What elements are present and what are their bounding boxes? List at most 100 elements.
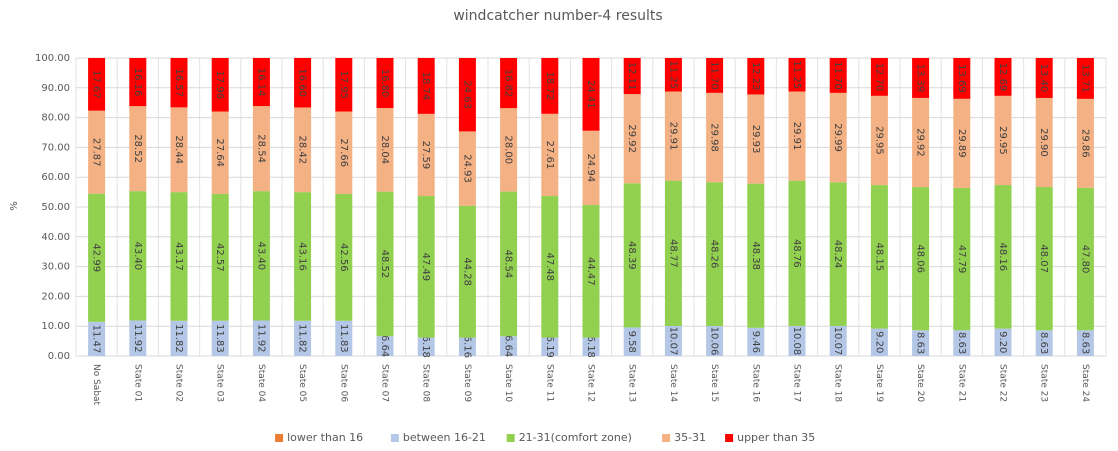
x-tick-label: State 04 [256, 364, 266, 402]
bar-segment [747, 58, 765, 95]
bar-segment [129, 58, 147, 107]
value-label: 47.49 [420, 253, 431, 282]
bar-segment [294, 107, 312, 193]
value-label: 28.54 [255, 134, 266, 163]
y-tick-label: 70.00 [41, 142, 70, 153]
bar-segment [500, 336, 518, 356]
bar-segment [870, 58, 888, 96]
bar-segment [335, 320, 353, 356]
value-label: 27.59 [420, 141, 431, 170]
bar-segment [1035, 187, 1053, 331]
bar-segment [953, 98, 971, 188]
bar-segment [252, 191, 270, 321]
legend-label: 21-31(comfort zone) [519, 431, 632, 444]
legend-label: upper than 35 [737, 431, 815, 444]
value-label: 11.70 [709, 61, 720, 90]
value-label: 12.23 [750, 62, 761, 91]
value-label: 8.63 [1079, 332, 1090, 354]
bar-segment [170, 320, 188, 356]
value-label: 18.72 [544, 72, 555, 101]
bar-segment [541, 113, 559, 197]
value-label: 44.47 [585, 257, 596, 286]
value-label: 48.06 [915, 244, 926, 273]
bar-segment [252, 106, 270, 192]
value-label: 42.56 [338, 243, 349, 272]
bar-segment [211, 320, 229, 356]
bar-segment [582, 58, 600, 131]
value-label: 10.07 [832, 327, 843, 356]
bar-segment [211, 58, 229, 112]
bar-segment [582, 130, 600, 206]
bar-segment [829, 325, 847, 356]
bar-segment [294, 58, 312, 108]
bar-segment [294, 192, 312, 321]
value-label: 6.64 [379, 335, 390, 357]
y-tick-label: 0.00 [48, 351, 70, 362]
bar-segment [417, 337, 435, 356]
x-tick-label: State 14 [668, 364, 678, 402]
value-label: 43.40 [132, 241, 143, 270]
value-label: 9.58 [626, 331, 637, 353]
bar-segment [747, 94, 765, 184]
value-label: 16.60 [297, 68, 308, 97]
bar-segment [706, 58, 724, 93]
bar-segment [88, 58, 106, 111]
x-tick-label: State 13 [627, 364, 637, 402]
bar-segment [788, 180, 806, 326]
value-label: 16.80 [379, 69, 390, 98]
value-label: 17.95 [338, 70, 349, 99]
x-tick-label: State 11 [544, 364, 554, 402]
bar-segment [1076, 58, 1094, 99]
value-label: 11.70 [832, 61, 843, 90]
value-label: 48.54 [503, 250, 514, 279]
value-label: 48.07 [1038, 244, 1049, 273]
value-label: 6.19 [544, 336, 555, 358]
bar-segment [747, 327, 765, 356]
value-label: 24.63 [461, 80, 472, 109]
value-label: 48.39 [626, 241, 637, 270]
bar-segment [829, 92, 847, 183]
legend-label: 35-31 [674, 431, 706, 444]
value-label: 12.70 [873, 63, 884, 92]
x-tick-label: State 22 [998, 364, 1008, 402]
value-label: 28.42 [297, 135, 308, 164]
chart-title: windcatcher number-4 results [453, 8, 662, 24]
value-label: 8.63 [915, 332, 926, 354]
bar-segment [335, 193, 353, 321]
value-label: 29.86 [1079, 129, 1090, 158]
value-label: 43.40 [255, 241, 266, 270]
value-label: 29.91 [667, 122, 678, 151]
y-tick-label: 80.00 [41, 113, 70, 124]
value-label: 11.82 [297, 324, 308, 353]
value-label: 6.64 [503, 335, 514, 357]
value-label: 27.87 [91, 138, 102, 167]
value-label: 16.57 [173, 68, 184, 97]
bar-segment [788, 91, 806, 181]
value-label: 11.92 [132, 324, 143, 353]
x-tick-label: State 18 [833, 364, 843, 402]
legend-swatch [390, 434, 399, 442]
bar-segment [458, 131, 476, 206]
value-label: 48.24 [832, 240, 843, 269]
value-label: 13.71 [1079, 64, 1090, 93]
value-label: 24.41 [585, 80, 596, 109]
bar-segment [129, 191, 147, 321]
value-label: 47.48 [544, 252, 555, 281]
value-label: 29.99 [832, 123, 843, 152]
bar-segment [829, 182, 847, 326]
bar-segment [912, 330, 930, 356]
bar-segment [541, 58, 559, 114]
value-label: 8.63 [956, 332, 967, 354]
y-tick-label: 100.00 [35, 53, 70, 64]
value-label: 24.94 [585, 154, 596, 183]
x-tick-label: State 02 [174, 364, 184, 402]
bar-segment [458, 337, 476, 356]
bar-segment [994, 58, 1012, 96]
value-label: 16.16 [132, 68, 143, 97]
bar-segment [88, 193, 106, 322]
bar-segment [417, 58, 435, 114]
bar-segment [211, 193, 229, 321]
bar-segment [912, 97, 930, 188]
y-tick-label: 90.00 [41, 83, 70, 94]
bar-segment [912, 58, 930, 98]
